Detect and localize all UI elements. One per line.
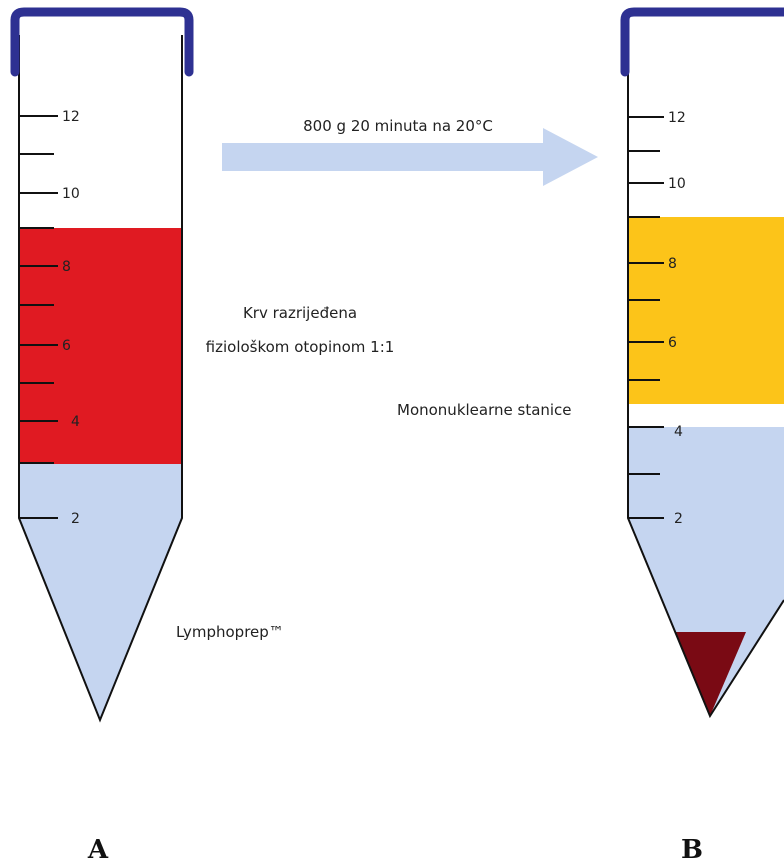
tube-b-graduation-ticks (628, 116, 664, 519)
tube-b: 12 10 8 6 4 2 (620, 7, 784, 719)
tube-b-cap (620, 7, 784, 77)
tube-a-lymphoprep-cone (19, 518, 182, 720)
panel-label-a: A (87, 835, 109, 865)
tube-a-tick-label-6: 6 (62, 338, 71, 354)
panel-label-b: B (681, 835, 703, 865)
tube-b-lymphoprep-layer (628, 427, 784, 518)
tube-a-cap (10, 7, 194, 77)
tube-b-tick-label-8: 8 (668, 256, 677, 272)
tube-a-tick-label-8: 8 (62, 259, 71, 275)
tube-b-plasma-layer (628, 217, 784, 404)
tube-b-tick-label-10: 10 (668, 176, 686, 192)
tube-a-graduation-ticks (19, 115, 58, 519)
tube-b-tick-label-2: 2 (674, 511, 683, 527)
blood-layer-label-line2: fiziološkom otopinom 1:1 (206, 338, 395, 356)
tube-b-tick-label-4: 4 (674, 424, 683, 440)
blood-layer-label-line1: Krv razrijeđena (243, 304, 357, 322)
process-arrow (222, 128, 598, 186)
lymphoprep-label: Lymphoprep™ (176, 623, 284, 641)
tube-a: 12 10 8 6 4 2 (10, 7, 194, 723)
tube-a-lymphoprep-layer (19, 463, 182, 518)
tube-b-lymphoprep-cone (628, 518, 784, 716)
tube-a-tick-label-10: 10 (62, 186, 80, 202)
tube-a-tick-label-2: 2 (71, 511, 80, 527)
centrifuge-condition-label: 800 g 20 minuta na 20°C (303, 117, 493, 135)
tube-a-tick-label-12: 12 (62, 109, 80, 125)
tube-b-red-cell-pellet (675, 632, 746, 716)
tube-a-outline (18, 35, 183, 723)
tube-b-mononuclear-band (628, 404, 784, 427)
tube-a-tick-label-4: 4 (71, 414, 80, 430)
mononuclear-cells-label: Mononuklearne stanice (397, 401, 572, 419)
tube-b-outline (627, 35, 784, 719)
tube-b-tick-label-6: 6 (668, 335, 677, 351)
tube-b-tick-label-12: 12 (668, 110, 686, 126)
